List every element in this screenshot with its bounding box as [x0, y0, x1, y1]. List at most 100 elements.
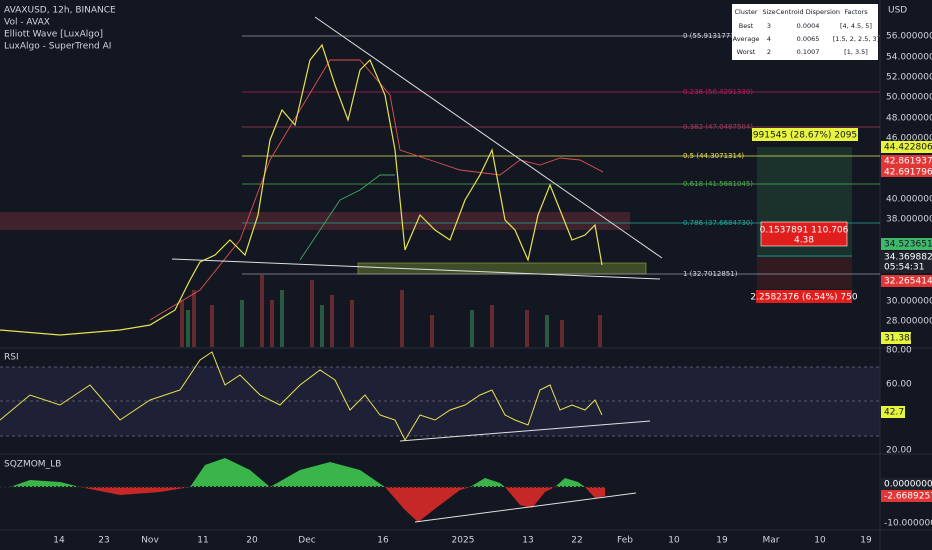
- td: Worst: [737, 48, 756, 56]
- time-label: 22: [571, 536, 582, 546]
- tag-bg: [881, 238, 932, 250]
- volume-bars: [186, 290, 549, 347]
- sqz-zero: 0.0000000: [884, 480, 932, 490]
- price-tag: 34.3698827: [884, 253, 932, 263]
- zone: [0, 212, 630, 230]
- supertrend: [299, 174, 395, 261]
- price-label: 30.0000000: [886, 297, 932, 307]
- td: [1, 3.5]: [844, 48, 868, 56]
- volume-bars: [180, 275, 602, 347]
- trendline: [171, 258, 661, 280]
- entry-label: 4.38: [794, 236, 814, 246]
- price-tag: 34.5236518: [884, 240, 932, 250]
- price-label: 38.0000000: [886, 215, 932, 225]
- momentum-area: [470, 478, 505, 487]
- fib-label: 0.786 (37.6684730): [683, 219, 753, 227]
- position-loss: [757, 257, 852, 289]
- tag-bg: [881, 166, 932, 177]
- momentum-area: [555, 478, 585, 487]
- td: 2: [767, 48, 771, 56]
- price-label: 28.0000000: [886, 317, 932, 327]
- trendline: [399, 420, 651, 442]
- price-tag: 42.8619371: [884, 157, 932, 167]
- tag-bg: [881, 332, 911, 344]
- tag-bg: [881, 155, 932, 166]
- price-label: 40.0000000: [886, 195, 932, 205]
- price-label: 48.0000000: [886, 114, 932, 124]
- sqz-current: -2.6689257: [884, 492, 932, 502]
- tag-bg: [881, 478, 932, 490]
- price-label: 54.0000000: [886, 53, 932, 63]
- entry-label: 0.1537891 110.706: [760, 226, 849, 236]
- stop-label-bg: [756, 290, 852, 303]
- currency: USD: [888, 6, 907, 16]
- price-line: [0, 43, 603, 336]
- momentum-area: [385, 487, 470, 522]
- sqz-label: -10.0000000: [884, 519, 932, 529]
- time-label: 19: [716, 536, 728, 546]
- time-label: 16: [377, 536, 389, 546]
- tag-bg: [881, 251, 932, 273]
- symbol: AVAXUSD, 12h, BINANCE: [4, 6, 116, 16]
- td: Best: [739, 22, 754, 30]
- momentum-area: [505, 487, 555, 508]
- target-label-bg: [752, 128, 858, 141]
- price-tag: 32.2654142: [884, 277, 932, 287]
- rsi-label: 20.00: [886, 446, 912, 456]
- th: Cluster: [734, 8, 757, 16]
- time-label: 11: [197, 536, 208, 546]
- fib-label: 0 (55.9131777): [683, 32, 738, 40]
- price-label: 56.0000000: [886, 32, 932, 42]
- indicator: Vol - AVAX: [4, 18, 50, 28]
- indicator: LuxAlgo - SuperTrend AI: [4, 42, 111, 52]
- rsi-label: 80.00: [886, 346, 912, 356]
- td: 0.0065: [797, 35, 820, 43]
- momentum-area: [190, 458, 270, 487]
- tag-bg: [881, 141, 932, 153]
- target-label: 9.8991545 (28.67%) 2095.89: [739, 131, 872, 141]
- time-label: Dec: [298, 536, 315, 546]
- tag-bg: [881, 406, 905, 418]
- momentum-area: [10, 480, 80, 487]
- time-label: 20: [246, 536, 258, 546]
- time-label: 10: [668, 536, 680, 546]
- time-label: 23: [98, 536, 109, 546]
- rsi-current: 42.71: [884, 408, 910, 418]
- pane-title: SQZMOM_LB: [4, 460, 61, 470]
- momentum-area: [270, 462, 385, 487]
- fib-label: 0.236 (50.4291339): [683, 88, 753, 96]
- th: Size: [762, 8, 775, 16]
- price-label: 52.0000000: [886, 73, 932, 83]
- stop-label: 2.2582376 (6.54%) 750: [750, 293, 857, 303]
- time-label: 13: [522, 536, 533, 546]
- time-label: 10: [814, 536, 826, 546]
- time-label: Mar: [763, 536, 780, 546]
- time-label: Nov: [141, 536, 159, 546]
- tag-bg: [881, 275, 932, 287]
- time-label: Feb: [617, 536, 633, 546]
- td: Average: [733, 35, 760, 43]
- time-label: 14: [53, 536, 65, 546]
- td: 0.0004: [797, 22, 820, 30]
- price-tag: 44.4228063: [884, 143, 932, 153]
- time-label: 19: [860, 536, 872, 546]
- td: [4, 4.5, 5]: [840, 22, 872, 30]
- td: 0.1007: [797, 48, 820, 56]
- price-label: 46.0000000: [886, 134, 932, 144]
- indicator: Elliott Wave [LuxAlgo]: [4, 30, 103, 40]
- momentum-area: [80, 487, 190, 495]
- trendline: [414, 492, 637, 523]
- pane-title: RSI: [4, 353, 19, 363]
- rsi-label: 60.00: [886, 380, 912, 390]
- fib-label: 1 (32.7012851): [683, 270, 738, 278]
- td: 4: [767, 35, 771, 43]
- time-label: 2025: [452, 536, 475, 546]
- momentum-area: [585, 487, 605, 498]
- th: Centroid Dispersion: [776, 8, 840, 16]
- countdown: 05:54:31: [884, 263, 924, 273]
- price-tag: 42.6917969: [884, 168, 932, 178]
- fib-label: 0.5 (44.3071314): [683, 152, 744, 160]
- tag-bg: [881, 490, 932, 502]
- rsi-line: [0, 351, 603, 442]
